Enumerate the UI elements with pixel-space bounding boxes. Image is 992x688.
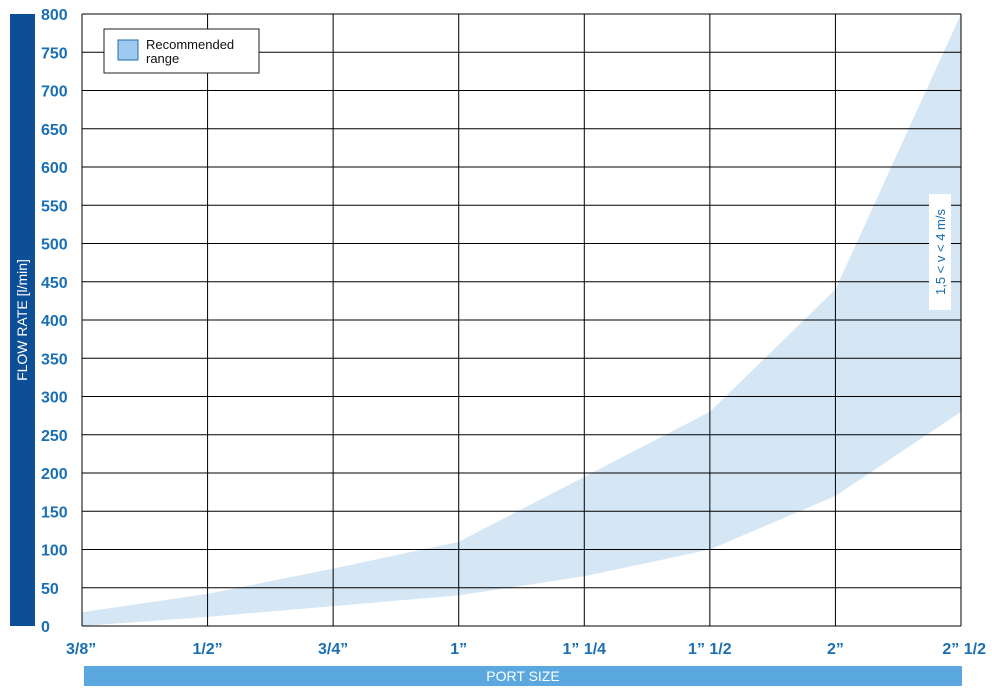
chart-grid bbox=[81, 13, 962, 627]
x-axis-label-bar bbox=[84, 666, 962, 686]
y-tick-label: 0 bbox=[41, 619, 50, 636]
y-tick-label: 600 bbox=[41, 160, 68, 177]
legend-label: Recommended range bbox=[146, 37, 234, 66]
y-tick-label: 350 bbox=[41, 351, 68, 368]
y-tick-label: 250 bbox=[41, 428, 68, 445]
y-tick-label: 300 bbox=[41, 390, 68, 407]
y-tick-label: 500 bbox=[41, 237, 68, 254]
x-tick-label: 3/8” bbox=[66, 641, 96, 658]
x-tick-label: 1” 1/4 bbox=[562, 641, 606, 658]
legend-swatch bbox=[117, 39, 139, 61]
y-tick-label: 650 bbox=[41, 122, 68, 139]
velocity-annotation-group: 1,5 < v < 4 m/s bbox=[929, 194, 951, 310]
y-tick-label: 750 bbox=[41, 45, 68, 62]
y-axis-label-bar bbox=[10, 14, 35, 626]
x-tick-label: 2” 1/2 bbox=[942, 641, 986, 658]
x-tick-label: 3/4” bbox=[318, 641, 348, 658]
legend: Recommended range bbox=[103, 28, 260, 74]
y-tick-label: 800 bbox=[41, 7, 68, 24]
y-tick-label: 100 bbox=[41, 543, 68, 560]
y-tick-label: 200 bbox=[41, 466, 68, 483]
x-tick-label: 1” 1/2 bbox=[688, 641, 732, 658]
y-tick-label: 150 bbox=[41, 504, 68, 521]
x-tick-label: 1” bbox=[450, 641, 467, 658]
y-tick-label: 700 bbox=[41, 84, 68, 101]
velocity-annotation: 1,5 < v < 4 m/s bbox=[933, 209, 948, 295]
annotation-background bbox=[929, 194, 951, 310]
y-axis-ticks: 0 50 100 150 200 250 300 350 400 450 500 550 600 650 7… bbox=[41, 7, 68, 636]
y-axis-label: FLOW RATE [l/min] bbox=[14, 259, 30, 381]
y-tick-label: 450 bbox=[41, 275, 68, 292]
x-tick-label: 1/2” bbox=[192, 641, 222, 658]
x-tick-label: 2” bbox=[827, 641, 844, 658]
x-axis-ticks: 3/8” 1/2” 3/4” 1” 1” 1/4 1” 1/2 2” 2” 1/2 bbox=[66, 641, 986, 658]
y-tick-label: 50 bbox=[41, 581, 59, 598]
y-tick-label: 550 bbox=[41, 198, 68, 215]
x-axis-label: PORT SIZE bbox=[486, 668, 559, 684]
y-tick-label: 400 bbox=[41, 313, 68, 330]
